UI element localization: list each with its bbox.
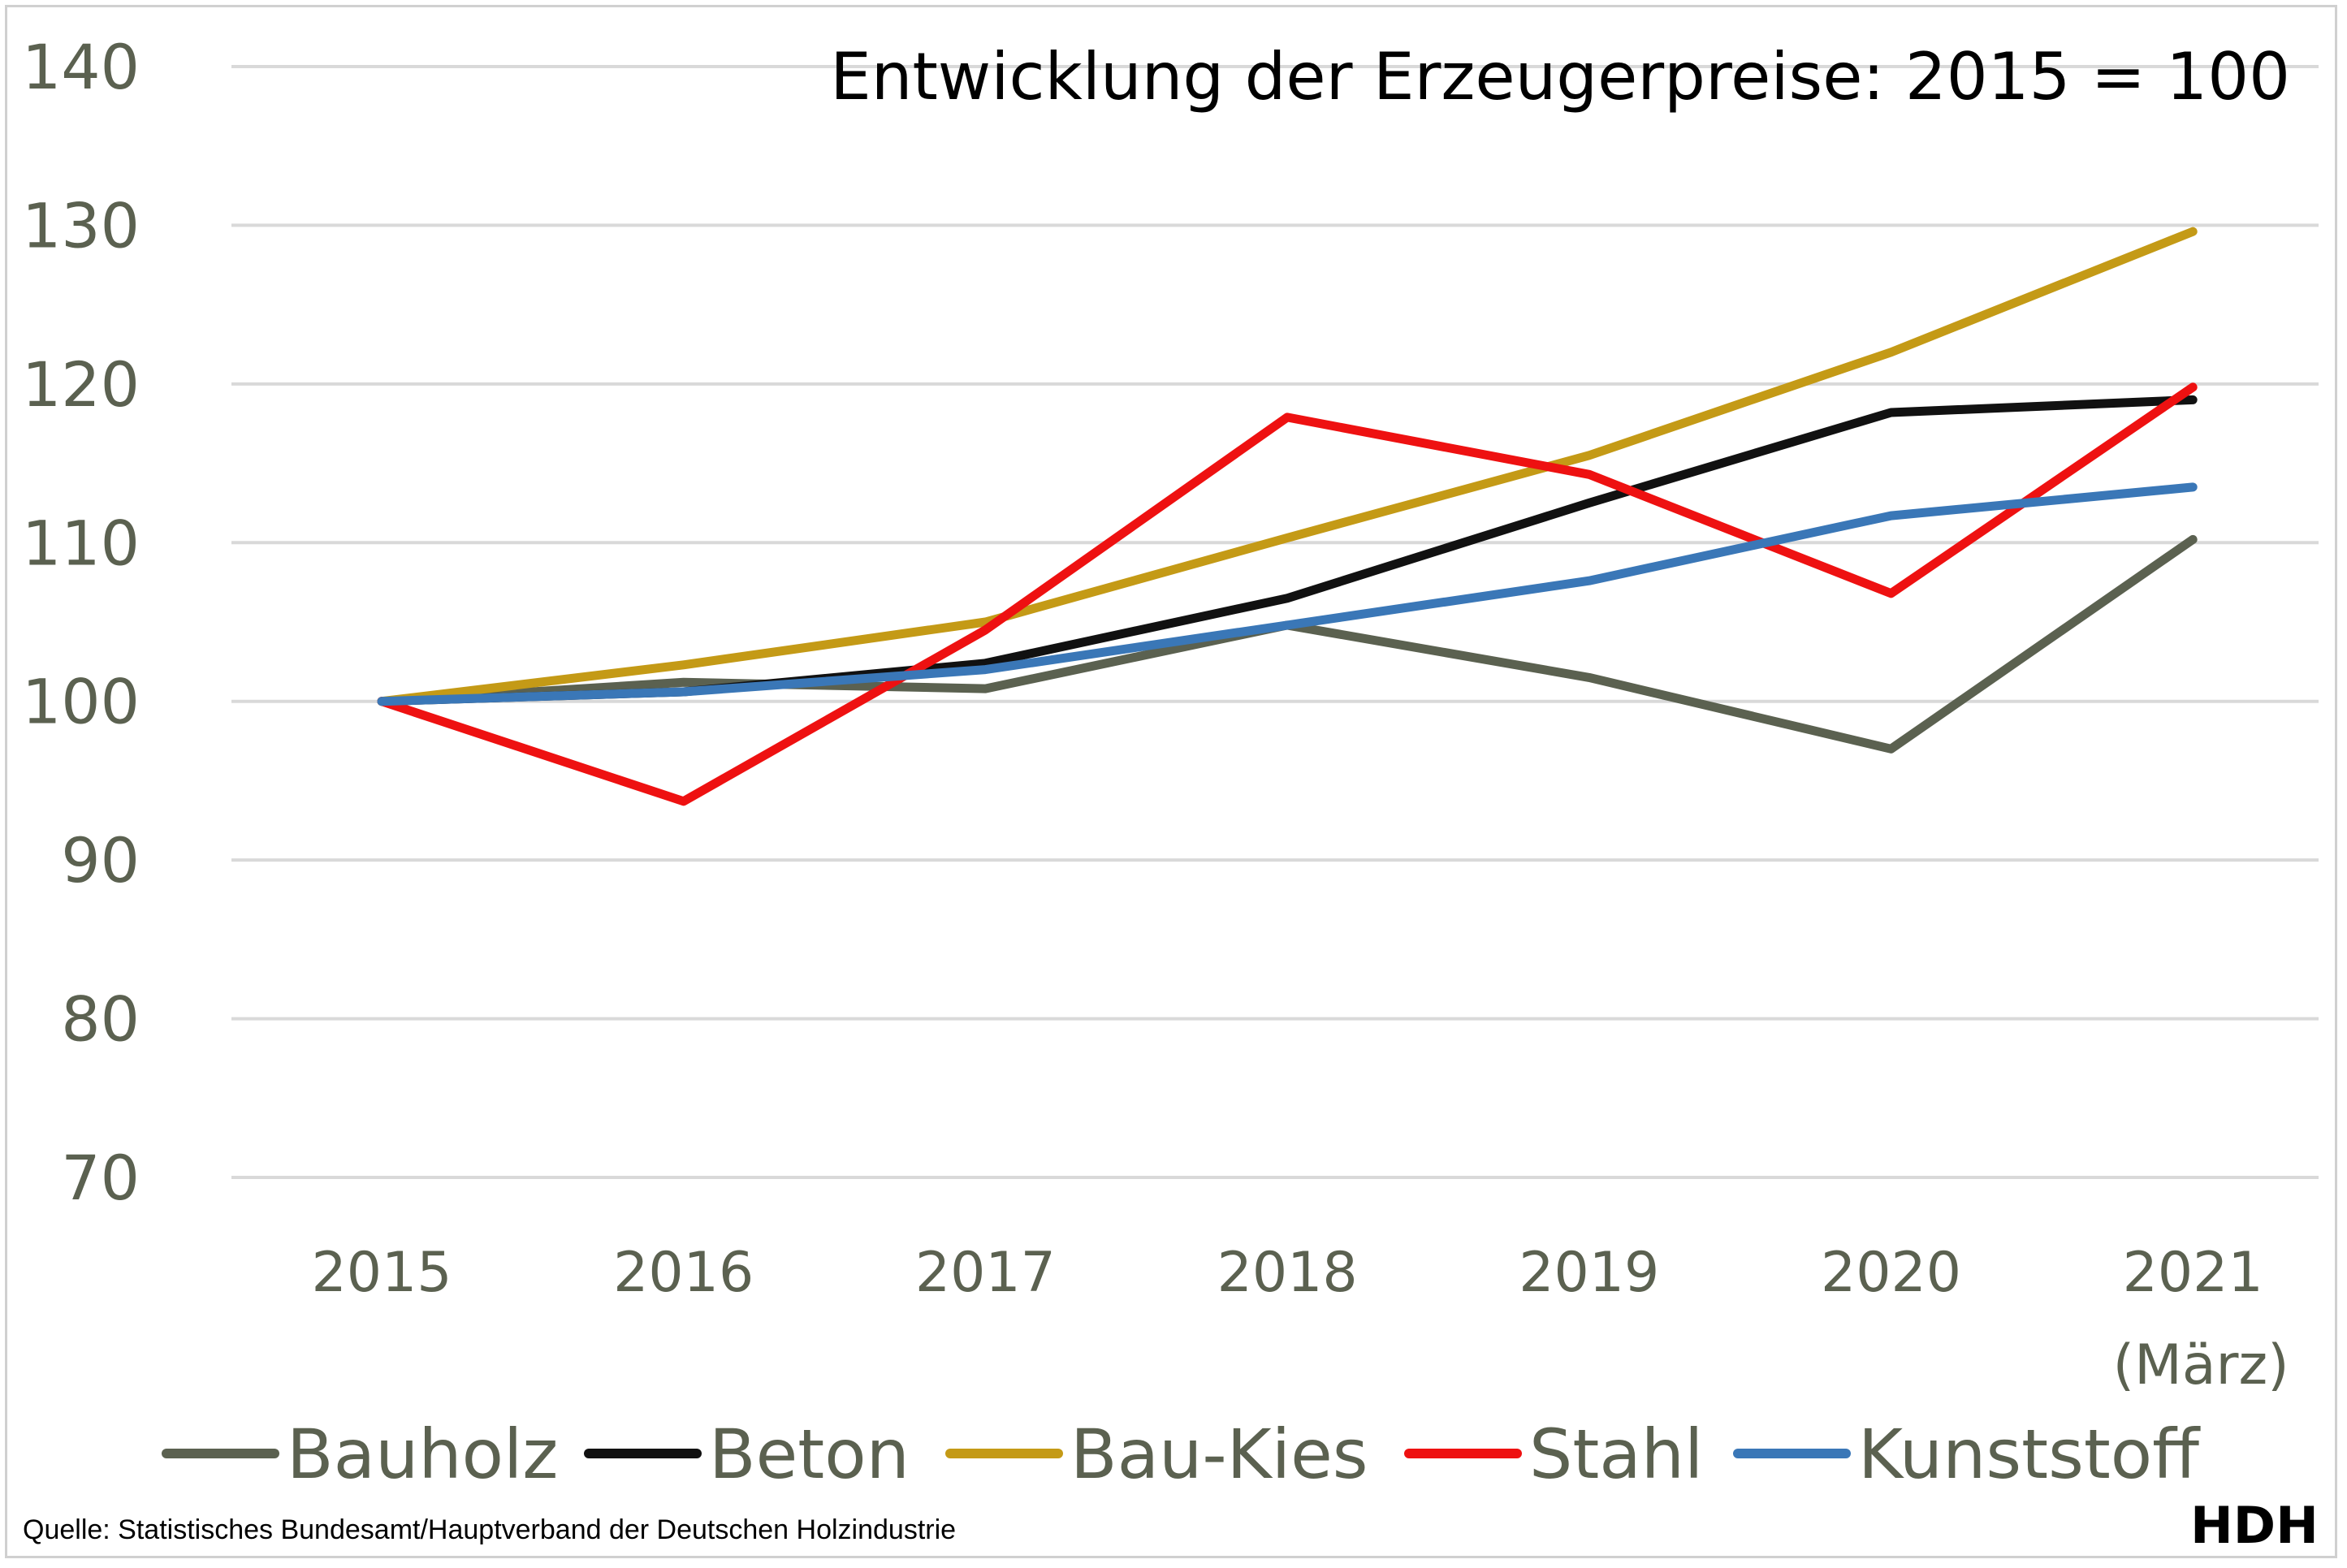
x-tick-label: 2019 (1519, 1241, 1659, 1305)
legend-label: Beton (709, 1415, 910, 1494)
x-tick-label: 2018 (1217, 1241, 1358, 1305)
x-tick-label: 2016 (613, 1241, 754, 1305)
legend-label: Kunststoff (1858, 1415, 2201, 1494)
y-tick-label: 100 (22, 666, 140, 738)
legend-label: Stahl (1529, 1415, 1703, 1494)
y-tick-label: 70 (61, 1142, 140, 1214)
source-note: Quelle: Statistisches Bundesamt/Hauptver… (23, 1514, 956, 1545)
y-tick-label: 80 (61, 983, 140, 1056)
series-line-beton (377, 395, 2198, 706)
y-tick-label: 130 (22, 189, 140, 261)
legend-label: Bau-Kies (1070, 1415, 1368, 1494)
x-axis-ticks: 2015 2016 2017 2018 2019 2020 2021 (März) (311, 1241, 2289, 1397)
x-tick-label: 2021 (2123, 1241, 2263, 1305)
series-line-bau-kies (377, 227, 2198, 706)
x-tick-label: 2020 (1821, 1241, 1961, 1305)
x-tick-label: 2015 (311, 1241, 452, 1305)
y-tick-label: 140 (22, 31, 140, 103)
series-line-kunststoff (377, 482, 2198, 706)
y-tick-label: 110 (22, 507, 140, 579)
y-axis-ticks: 70 80 90 100 110 120 130 140 (22, 31, 140, 1214)
x-tick-label: 2017 (915, 1241, 1056, 1305)
x-tick-sublabel: (März) (2113, 1333, 2289, 1397)
hdh-logo: HDH (2190, 1496, 2319, 1555)
series-line-stahl (377, 382, 2198, 806)
y-tick-label: 120 (22, 348, 140, 421)
chart-frame (5, 5, 2337, 1558)
legend-label: Bauholz (287, 1415, 558, 1494)
series-lines (377, 227, 2198, 806)
y-tick-label: 90 (61, 824, 140, 896)
chart-title: Entwicklung der Erzeugerpreise: 2015 = 1… (830, 39, 2290, 114)
legend: Bauholz Beton Bau-Kies Stahl Kunststoff (162, 1415, 2201, 1494)
gridlines (231, 65, 2319, 1179)
